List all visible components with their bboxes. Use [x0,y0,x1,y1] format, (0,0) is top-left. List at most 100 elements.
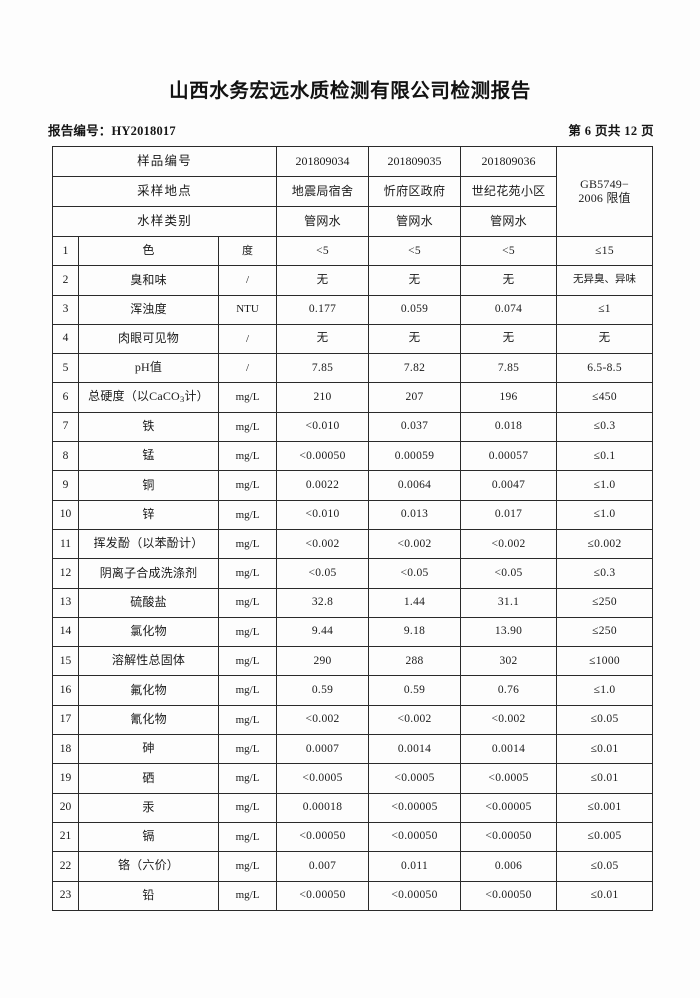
row-unit: mg/L [217,704,278,736]
standard-limit-value: ≤1000 [556,646,654,677]
table-row: 20 汞 mg/L 0.00018 <0.00005 <0.00005 ≤0.001 [52,792,654,823]
row-index: 19 [52,763,79,794]
sample-1-value: 210 [276,382,370,413]
sample-1-value: <0.00050 [276,880,370,911]
standard-limit-value: 无异臭、异味 [556,265,654,296]
row-item-name: 汞 [78,792,219,823]
sample-2-value: <0.00050 [368,821,462,853]
row-index: 16 [52,675,79,706]
sample-2-value: 0.0064 [368,470,462,501]
row-index: 20 [52,792,79,823]
sample-1-value: <0.010 [276,499,370,530]
sample-3-value: 7.85 [460,353,558,384]
row-unit: mg/L [217,441,278,472]
table-row: 18 砷 mg/L 0.0007 0.0014 0.0014 ≤0.01 [52,734,654,765]
sample-1-value: 0.00018 [276,792,370,823]
standard-limit-value: ≤1.0 [556,499,654,530]
header-row-label: 采样地点 [51,176,278,207]
standard-limit-value: 6.5-8.5 [556,353,654,384]
header-sample-value: 201809035 [368,146,462,177]
sample-3-value: <0.00050 [460,821,558,853]
row-unit: mg/L [217,792,278,823]
row-item-name: 镉 [78,821,219,853]
page-title: 山西水务宏远水质检测有限公司检测报告 [169,80,531,102]
table-row: 6 总硬度（以CaCO3计） mg/L 210 207 196 ≤450 [52,382,654,413]
sample-3-value: 13.90 [460,616,558,648]
row-index: 9 [52,470,79,501]
standard-limit-value: 无 [556,323,654,355]
sample-3-value: 0.00057 [460,441,558,472]
sample-2-value: 0.059 [368,294,462,325]
sample-2-value: 9.18 [368,616,462,648]
sample-1-value: <0.00050 [276,821,370,853]
sample-3-value: <0.05 [460,558,558,589]
standard-limit-value: ≤0.01 [556,763,654,794]
standard-limit-value: ≤0.002 [556,528,654,560]
header-sample-value: 201809034 [276,146,370,177]
row-unit: mg/L [217,646,278,677]
sample-1-value: <0.002 [276,704,370,736]
header-row-label: 样品编号 [51,146,278,177]
table-row: 3 浑浊度 NTU 0.177 0.059 0.074 ≤1 [52,294,654,325]
row-item-name: 锌 [78,499,219,530]
standard-limit-value: ≤0.001 [556,792,654,823]
sample-1-value: <0.00050 [276,441,370,472]
row-item-name: 溶解性总固体 [78,646,219,677]
row-unit: mg/L [217,558,278,589]
row-index: 5 [52,353,79,384]
row-item-name: 铅 [78,880,219,911]
row-unit: 度 [217,235,278,267]
sample-3-value: <5 [460,235,558,267]
sample-2-value: <0.00050 [368,880,462,911]
table-header-row: 样品编号 201809034 201809035 201809036 GB5749− 20… [51,146,654,237]
sample-2-value: 0.00059 [368,441,462,472]
row-item-name: 氰化物 [78,704,219,736]
limit-header-line1: GB5749− [580,176,629,191]
table-row: 10 锌 mg/L <0.010 0.013 0.017 ≤1.0 [52,499,654,530]
row-item-name: 臭和味 [78,265,219,296]
sample-2-value: <0.002 [368,528,462,560]
row-item-name: 锰 [78,441,219,472]
limit-column-header: GB5749− 2006 限值 [556,146,654,237]
sample-1-value: 9.44 [276,616,370,648]
sample-3-value: 196 [460,382,558,413]
row-unit: mg/L [217,675,278,706]
sample-1-value: 无 [276,265,370,296]
table-body: 样品编号 201809034 201809035 201809036 GB5749− 20… [51,146,654,911]
sample-2-value: 207 [368,382,462,413]
row-index: 11 [52,528,79,560]
row-index: 10 [52,499,79,530]
row-item-name: 硫酸盐 [78,587,219,618]
sample-3-value: 0.017 [460,499,558,530]
standard-limit-value: ≤1.0 [556,675,654,706]
standard-limit-value: ≤250 [556,616,654,648]
row-unit: mg/L [217,587,278,618]
table-row: 7 铁 mg/L <0.010 0.037 0.018 ≤0.3 [52,411,654,443]
standard-limit-value: ≤0.1 [556,441,654,472]
header-row-label: 水样类别 [51,206,278,237]
row-index: 3 [52,294,79,325]
header-sample-value: 忻府区政府 [368,176,462,207]
row-unit: NTU [217,294,278,325]
sample-1-value: 0.0022 [276,470,370,501]
row-unit: mg/L [217,851,278,882]
row-item-name: 总硬度（以CaCO3计） [78,382,219,413]
sample-3-value: 无 [460,323,558,355]
sample-2-value: 无 [368,265,462,296]
row-index: 14 [52,616,79,648]
report-header-line: 报告编号：HY2018017 第 6 页共 12 页 [48,120,654,139]
row-item-name: 氟化物 [78,675,219,706]
standard-limit-value: ≤1.0 [556,470,654,501]
report-number: 报告编号：HY2018017 [48,124,176,138]
standard-limit-value: ≤0.05 [556,704,654,736]
sample-3-value: 31.1 [460,587,558,618]
sample-1-value: 0.177 [276,294,370,325]
sample-1-value: 无 [276,323,370,355]
row-unit: / [217,265,278,296]
standard-limit-value: ≤0.05 [556,851,654,882]
standard-limit-value: ≤0.01 [556,734,654,765]
water-quality-table: 样品编号 201809034 201809035 201809036 GB5749− 20… [51,146,654,911]
row-item-name: 氯化物 [78,616,219,648]
table-row: 2 臭和味 / 无无无无异臭、异味 [52,265,654,296]
sample-1-value: <0.05 [276,558,370,589]
